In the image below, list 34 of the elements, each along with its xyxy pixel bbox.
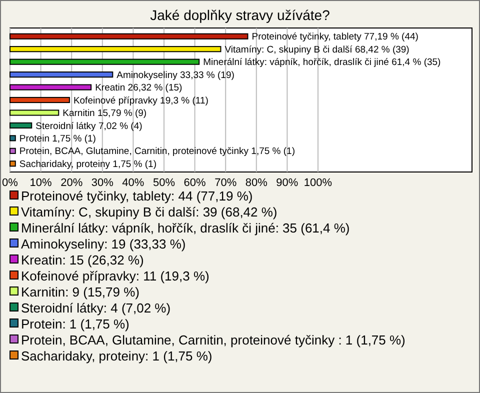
- category-label: Proteinové tyčinky, tablety 77,19 % (44): [252, 32, 418, 43]
- category-label: Minerální látky: vápník, hořčík, draslík či jiné 61,4 % (35): [203, 57, 441, 68]
- text: Karnitin: 9 (15,79 %): [21, 284, 140, 300]
- text: Aminokyseliny: 19 (33,33 %): [21, 236, 186, 252]
- x-tick-label: 80%: [245, 177, 268, 189]
- category-label: Kreatin 26,32 % (15): [95, 82, 182, 94]
- category-label: Kofeinové přípravky 19,3 % (11): [73, 95, 208, 106]
- chart-title: Jaké doplňky stravy užíváte?: [150, 7, 330, 23]
- x-tick-label: 40%: [122, 177, 144, 189]
- text: Proteinové tyčinky, tablety: 44 (77,19 %): [21, 188, 253, 204]
- category-label: Protein 1,75 % (1): [19, 134, 96, 145]
- x-tick-label: 60%: [184, 177, 206, 189]
- category-label: Aminokyseliny 33,33 % (19): [116, 70, 234, 81]
- x-tick-label: 70%: [214, 177, 237, 189]
- category-label: Vitamíny: C, skupiny B či další 68,42 % (39): [224, 44, 410, 56]
- x-tick-label: 0%: [2, 177, 18, 189]
- text: Sacharidaky, proteiny: 1 (1,75 %): [21, 348, 212, 364]
- category-label: Protein, BCAA, Glutamine, Carnitin, proteinové tyčinky 1,75 % (1): [19, 146, 296, 158]
- x-tick-label: 100%: [304, 177, 332, 189]
- category-label: Karnitin 15,79 % (9): [62, 108, 147, 120]
- text: Protein, BCAA, Glutamine, Carnitin, proteinové tyčinky : 1 (1,75 %): [21, 332, 406, 348]
- text: Kreatin: 15 (26,32 %): [21, 252, 144, 268]
- text: Protein: 1 (1,75 %): [21, 316, 130, 332]
- x-tick-label: 10%: [30, 177, 52, 189]
- x-tick-label: 50%: [152, 177, 176, 189]
- x-tick-label: 90%: [276, 177, 298, 189]
- x-tick-label: 20%: [60, 177, 83, 189]
- text: Minerální látky: vápník, hořčík, draslík či jiné: 35 (61,4 %): [21, 220, 350, 236]
- category-label: Sacharidaky, proteiny 1,75 % (1): [19, 158, 157, 170]
- x-tick-label: 30%: [91, 177, 114, 189]
- text: Steroidní látky: 4 (7,02 %): [21, 300, 171, 316]
- text: Kofeinové přípravky: 11 (19,3 %): [21, 268, 210, 284]
- text: Vitamíny: C, skupiny B či další: 39 (68,42 %): [21, 204, 278, 220]
- category-label: Steroidní látky 7,02 % (4): [36, 120, 142, 132]
